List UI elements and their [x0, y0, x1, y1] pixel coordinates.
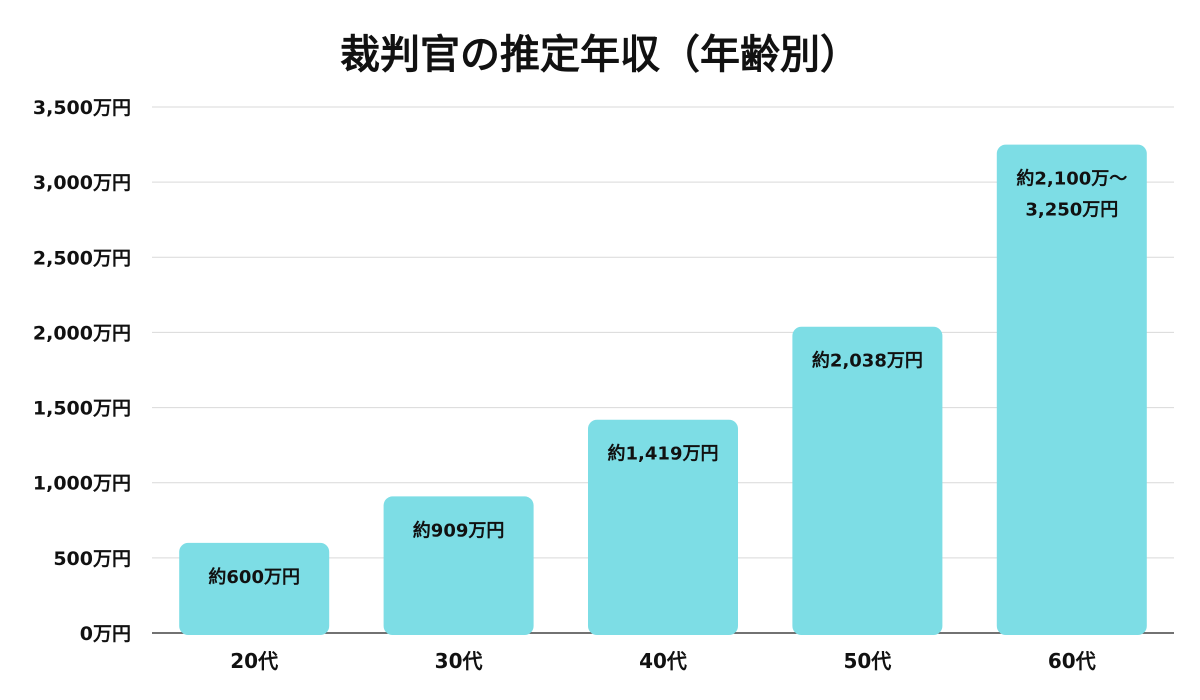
data-labels: 約600万円 約909万円 約1,419万円 約2,038万円 約2,100万～ 3,25…	[208, 168, 1127, 588]
bar	[179, 542, 330, 635]
y-tick-label: 3,000万円	[33, 172, 131, 194]
y-tick-label: 3,500万円	[33, 97, 131, 119]
y-tick-label: 1,500万円	[33, 398, 131, 420]
data-label: 約600万円	[208, 566, 300, 588]
chart-title: 裁判官の推定年収（年齢別）	[340, 32, 860, 78]
x-tick-label: 30代	[435, 649, 483, 673]
data-label: 約2,100万～	[1016, 168, 1127, 190]
bars	[179, 144, 1147, 636]
data-label: 3,250万円	[1025, 200, 1118, 221]
bar	[383, 496, 534, 635]
y-tick-label: 0万円	[80, 623, 131, 645]
data-label: 約2,038万円	[812, 350, 923, 372]
y-axis-ticks: 0万円 500万円 1,000万円 1,500万円 2,000万円 2,500万円 3,00…	[33, 97, 131, 645]
x-tick-label: 50代	[843, 649, 891, 673]
bar	[996, 144, 1147, 636]
x-axis-ticks: 20代 30代 40代 50代 60代	[230, 649, 1095, 673]
y-tick-label: 2,500万円	[33, 247, 131, 269]
bar	[792, 326, 943, 635]
data-label: 約1,419万円	[608, 443, 719, 465]
y-tick-label: 500万円	[53, 548, 131, 570]
data-label: 約909万円	[413, 519, 505, 541]
x-tick-label: 40代	[639, 649, 687, 673]
y-tick-label: 1,000万円	[33, 473, 131, 495]
x-tick-label: 60代	[1048, 649, 1096, 673]
x-tick-label: 20代	[230, 649, 278, 673]
bar	[588, 419, 738, 635]
y-tick-label: 2,000万円	[33, 322, 131, 344]
